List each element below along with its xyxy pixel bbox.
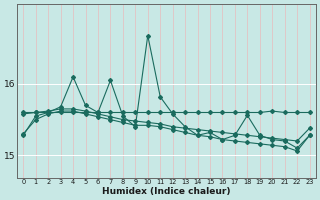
X-axis label: Humidex (Indice chaleur): Humidex (Indice chaleur) xyxy=(102,187,231,196)
